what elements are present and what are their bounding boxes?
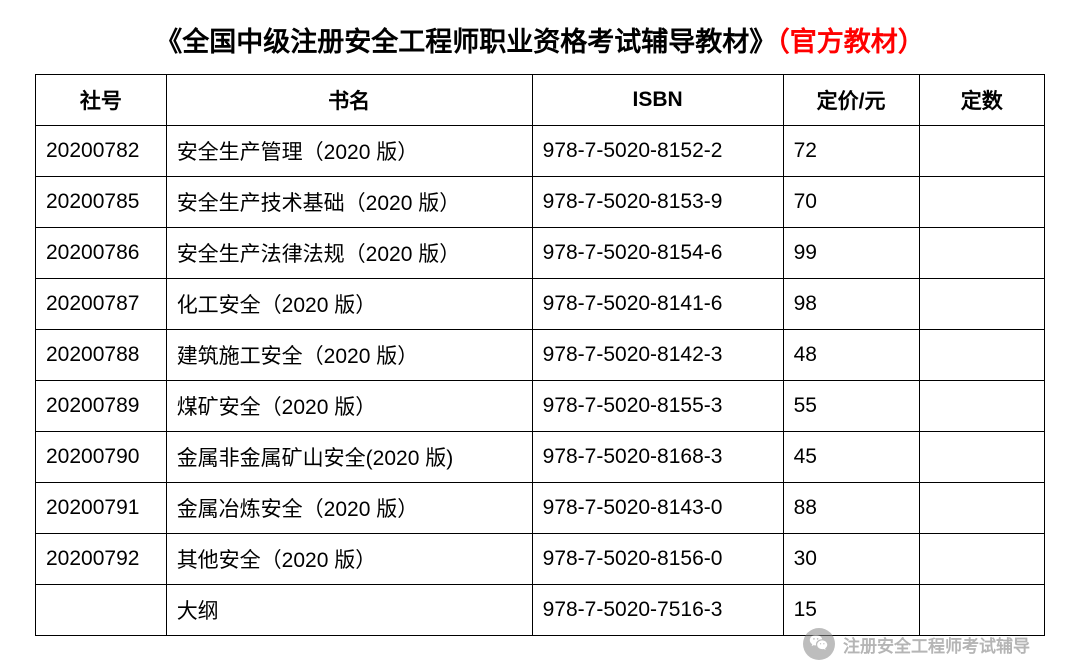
table-row: 20200792 其他安全（2020 版） 978-7-5020-8156-0 … [36,534,1045,585]
cell-isbn: 978-7-5020-8154-6 [532,228,783,279]
table-row: 20200791 金属冶炼安全（2020 版） 978-7-5020-8143-… [36,483,1045,534]
cell-isbn: 978-7-5020-8152-2 [532,126,783,177]
col-header-price: 定价/元 [783,75,919,126]
cell-price: 88 [783,483,919,534]
table-row: 20200788 建筑施工安全（2020 版） 978-7-5020-8142-… [36,330,1045,381]
col-header-pubno: 社号 [36,75,167,126]
cell-pubno: 20200790 [36,432,167,483]
watermark-text: 注册安全工程师考试辅导 [843,632,1030,657]
cell-pubno: 20200785 [36,177,167,228]
cell-pubno: 20200792 [36,534,167,585]
cell-price: 72 [783,126,919,177]
cell-qty [919,381,1045,432]
cell-isbn: 978-7-5020-7516-3 [532,585,783,636]
page-title: 《全国中级注册安全工程师职业资格考试辅导教材》（官方教材） [35,20,1045,59]
cell-price: 70 [783,177,919,228]
cell-pubno [36,585,167,636]
cell-name: 其他安全（2020 版） [166,534,532,585]
cell-qty [919,330,1045,381]
cell-isbn: 978-7-5020-8168-3 [532,432,783,483]
table-header-row: 社号 书名 ISBN 定价/元 定数 [36,75,1045,126]
cell-qty [919,228,1045,279]
cell-qty [919,126,1045,177]
col-header-isbn: ISBN [532,75,783,126]
cell-isbn: 978-7-5020-8156-0 [532,534,783,585]
cell-name: 建筑施工安全（2020 版） [166,330,532,381]
cell-name: 金属非金属矿山安全(2020 版) [166,432,532,483]
cell-pubno: 20200782 [36,126,167,177]
cell-isbn: 978-7-5020-8143-0 [532,483,783,534]
cell-qty [919,534,1045,585]
cell-name: 安全生产管理（2020 版） [166,126,532,177]
cell-pubno: 20200787 [36,279,167,330]
cell-name: 化工安全（2020 版） [166,279,532,330]
cell-qty [919,432,1045,483]
watermark: 注册安全工程师考试辅导 [803,628,1030,660]
table-body: 20200782 安全生产管理（2020 版） 978-7-5020-8152-… [36,126,1045,636]
cell-pubno: 20200789 [36,381,167,432]
title-main: 《全国中级注册安全工程师职业资格考试辅导教材》 [155,27,776,57]
cell-name: 煤矿安全（2020 版） [166,381,532,432]
cell-name: 金属冶炼安全（2020 版） [166,483,532,534]
title-suffix: （官方教材） [776,27,925,57]
cell-isbn: 978-7-5020-8153-9 [532,177,783,228]
table-row: 20200790 金属非金属矿山安全(2020 版) 978-7-5020-81… [36,432,1045,483]
cell-qty [919,279,1045,330]
cell-pubno: 20200788 [36,330,167,381]
cell-price: 55 [783,381,919,432]
table-row: 20200782 安全生产管理（2020 版） 978-7-5020-8152-… [36,126,1045,177]
cell-price: 30 [783,534,919,585]
cell-price: 48 [783,330,919,381]
cell-isbn: 978-7-5020-8141-6 [532,279,783,330]
wechat-icon [803,628,835,660]
cell-pubno: 20200791 [36,483,167,534]
col-header-name: 书名 [166,75,532,126]
cell-price: 98 [783,279,919,330]
cell-pubno: 20200786 [36,228,167,279]
col-header-qty: 定数 [919,75,1045,126]
table-row: 20200786 安全生产法律法规（2020 版） 978-7-5020-815… [36,228,1045,279]
cell-qty [919,483,1045,534]
cell-price: 99 [783,228,919,279]
cell-isbn: 978-7-5020-8142-3 [532,330,783,381]
cell-qty [919,177,1045,228]
cell-name: 安全生产法律法规（2020 版） [166,228,532,279]
cell-isbn: 978-7-5020-8155-3 [532,381,783,432]
table-row: 20200789 煤矿安全（2020 版） 978-7-5020-8155-3 … [36,381,1045,432]
table-row: 20200785 安全生产技术基础（2020 版） 978-7-5020-815… [36,177,1045,228]
table-row: 20200787 化工安全（2020 版） 978-7-5020-8141-6 … [36,279,1045,330]
cell-price: 45 [783,432,919,483]
textbook-table: 社号 书名 ISBN 定价/元 定数 20200782 安全生产管理（2020 … [35,74,1045,636]
cell-name: 安全生产技术基础（2020 版） [166,177,532,228]
cell-name: 大纲 [166,585,532,636]
